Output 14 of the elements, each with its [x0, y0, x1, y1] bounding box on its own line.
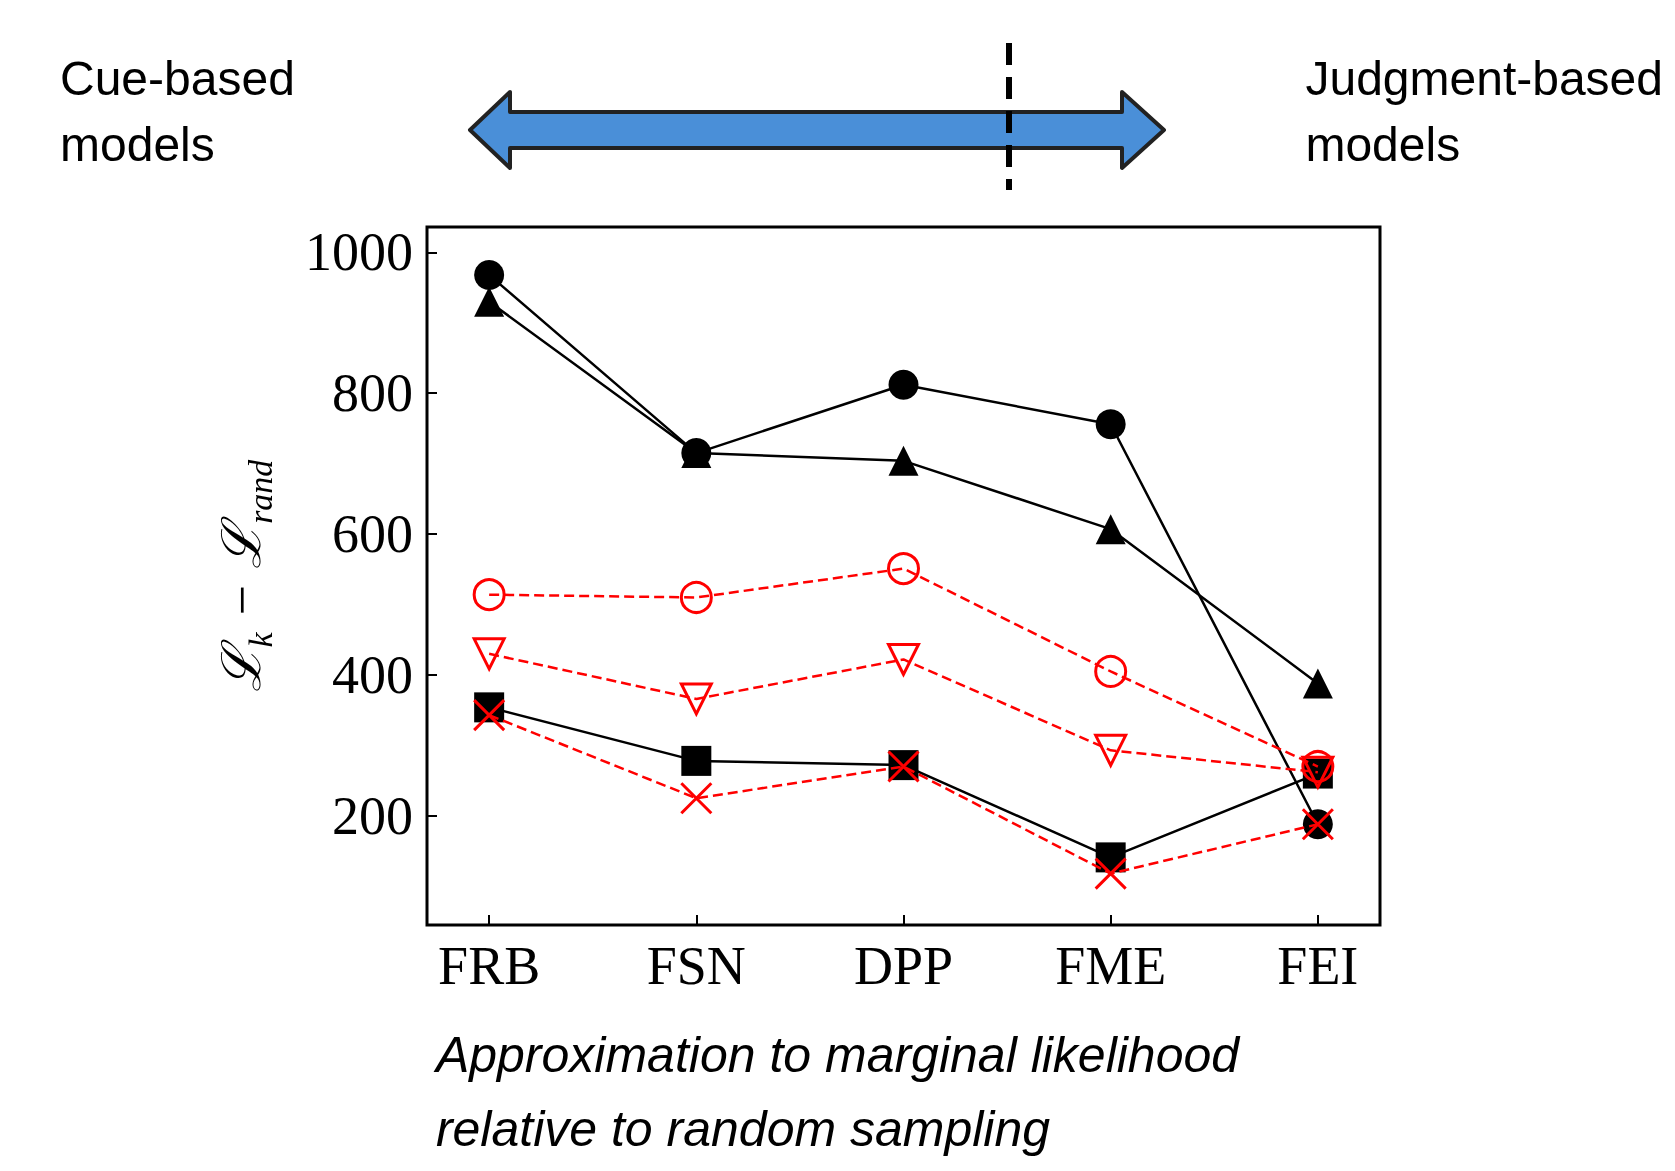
- x-tick-label: DPP: [853, 936, 954, 996]
- y-tick-label: 200: [332, 785, 413, 846]
- x-axis-title: Approximation to marginal likelihood relative to random sampling: [432, 1027, 1242, 1157]
- y-tick-label: 1000: [305, 222, 413, 283]
- x-tick-label: FEI: [1277, 936, 1359, 996]
- text: Judgment-based models: [1305, 51, 1663, 171]
- x-tick-label: FRB: [438, 936, 541, 996]
- text: Cue-based models: [60, 51, 295, 171]
- y-tick-label: 800: [332, 363, 413, 424]
- x-tick-label: FME: [1055, 936, 1167, 996]
- x-tick-label: FSN: [646, 936, 746, 996]
- y-tick-label: 400: [332, 644, 413, 705]
- y-tick-label: 600: [332, 504, 413, 565]
- y-axis-title: ℒk − ℒrand: [212, 458, 279, 693]
